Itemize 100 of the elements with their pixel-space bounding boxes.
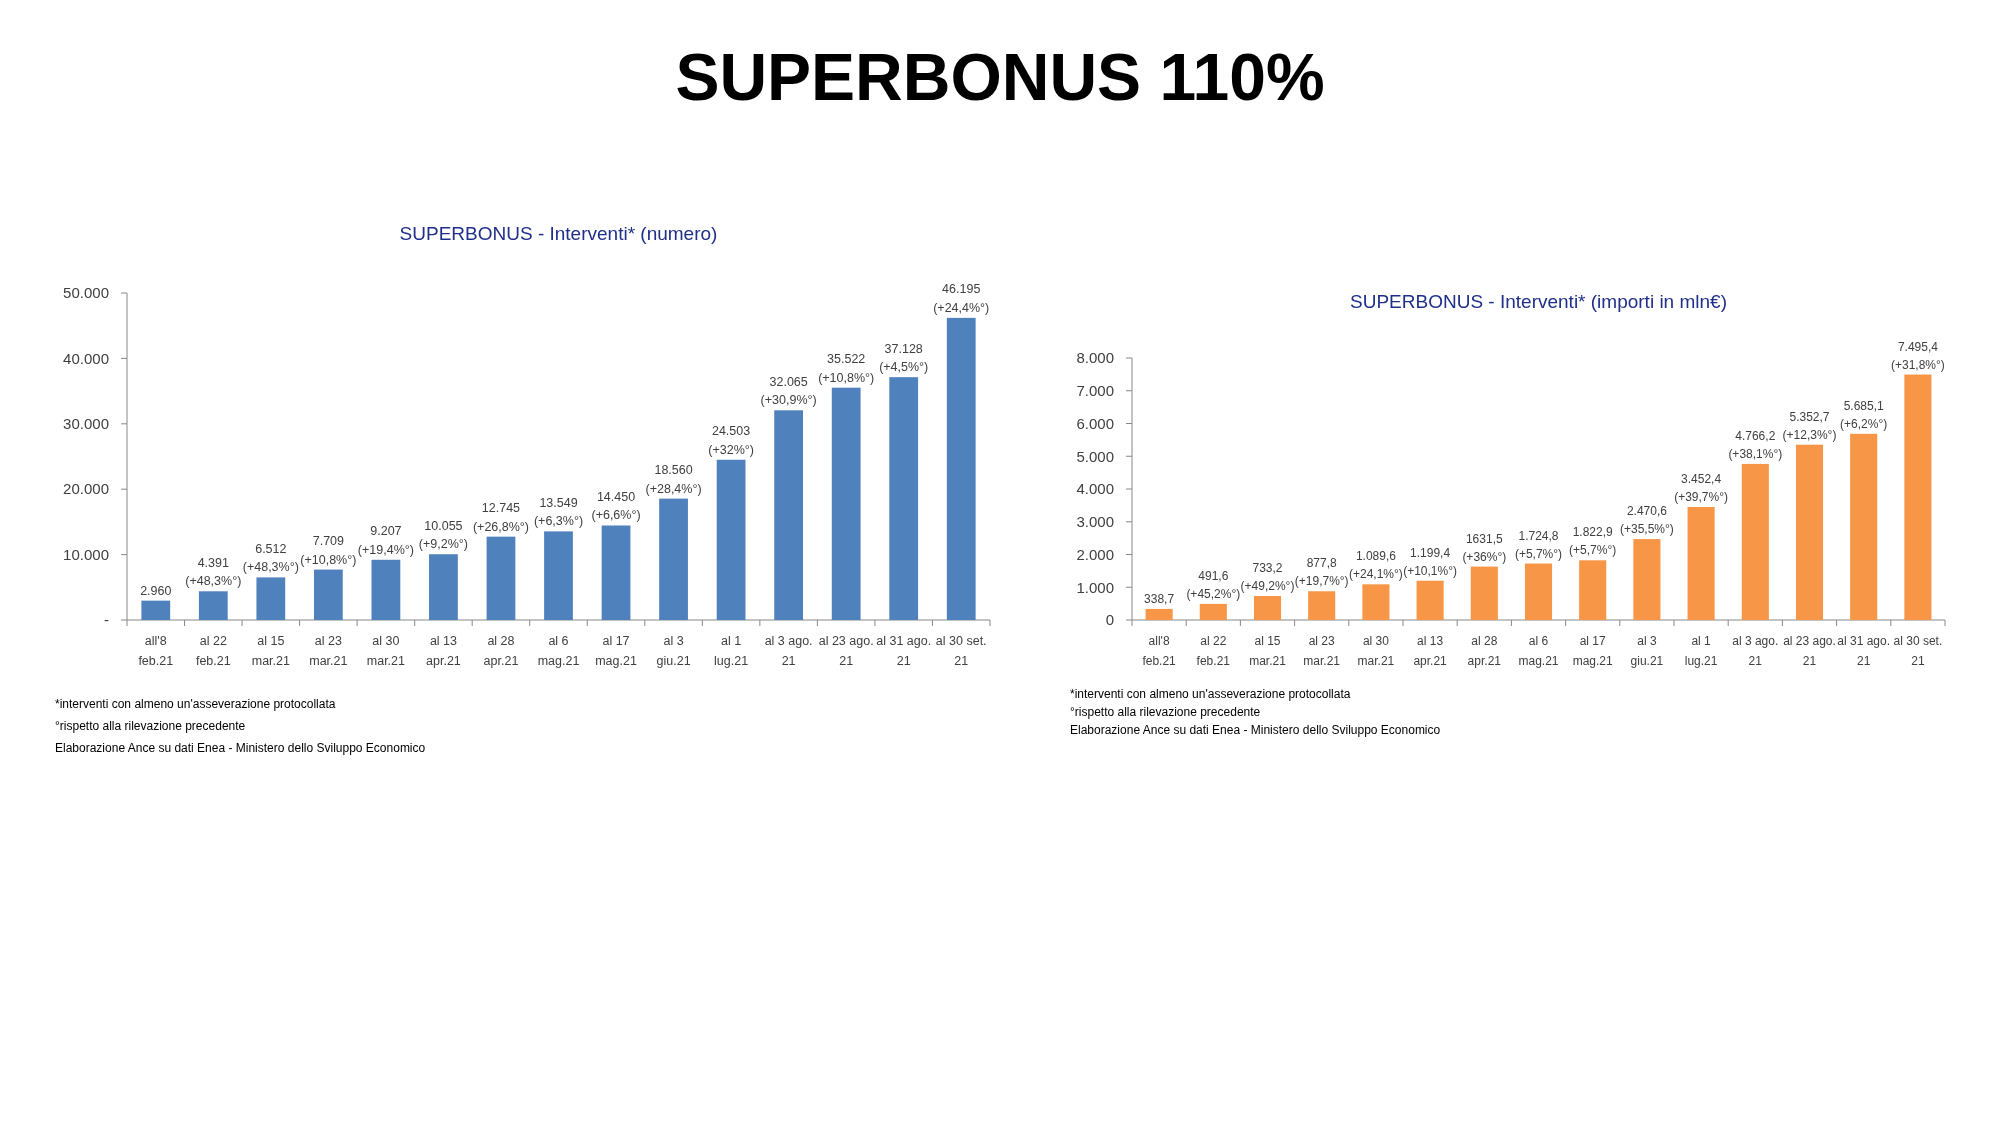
y-tick-label: 30.000 — [63, 415, 109, 433]
data-label: 14.450 (+6,6%°) — [591, 490, 641, 523]
x-tick-label: al 23 mar.21 — [309, 634, 348, 668]
x-tick-label: al 31 ago. 21 — [876, 634, 932, 668]
data-label: 13.549 (+6,3%°) — [533, 495, 584, 529]
x-tick-label: al 22 feb.21 — [195, 634, 231, 668]
text: SUPERBONUS 110% — [675, 40, 1325, 114]
text: °rispetto alla rilevazione precedente — [55, 719, 246, 733]
text: Elaborazione Ance su dati Enea - Ministero dello Sviluppo Economico — [55, 741, 426, 755]
bar — [1633, 539, 1661, 620]
x-tick-label: al 23 mar.21 — [1303, 634, 1341, 668]
data-label: 18.560 (+28,4%°) — [645, 463, 702, 496]
bar — [774, 410, 804, 620]
x-tick-label: al 17 mag.21 — [1572, 634, 1614, 668]
x-tick-label: al 23 ago. 21 — [818, 634, 874, 668]
x-tick-label: al 23 ago. 21 — [1783, 634, 1836, 668]
data-label: 733,2 (+49,2%°) — [1240, 560, 1295, 593]
bar — [1470, 566, 1498, 620]
bar — [313, 569, 343, 620]
data-label: 1631,5 (+36%°) — [1462, 531, 1507, 564]
x-tick-label: al 13 apr.21 — [1413, 634, 1448, 668]
chart-title: SUPERBONUS - Interventi* (numero) — [399, 223, 718, 244]
y-tick-label: - — [104, 611, 109, 629]
bar — [1904, 374, 1932, 620]
data-label: 491,6 (+45,2%°) — [1186, 568, 1241, 601]
bar — [1416, 580, 1444, 620]
x-tick-label: al 1 lug.21 — [1684, 634, 1718, 668]
bar — [1199, 603, 1227, 620]
bar — [1253, 595, 1282, 620]
text: °rispetto alla rilevazione precedente — [1070, 705, 1261, 719]
data-label: 5.685,1 (+6,2%°) — [1840, 398, 1888, 431]
bar — [1524, 563, 1553, 620]
bar — [601, 525, 631, 620]
y-tick-label: 50.000 — [63, 284, 109, 302]
data-label: 338,7 — [1144, 591, 1175, 606]
x-tick-label: al 30 set. 21 — [935, 634, 987, 668]
data-label: 4.391 (+48,3%°) — [185, 555, 242, 589]
data-label: 2.960 — [140, 583, 172, 598]
x-tick-label: al 6 mag.21 — [537, 634, 580, 668]
data-label: 37.128 (+4,5%°) — [879, 341, 929, 375]
data-label: 12.745 (+26,8%°) — [472, 501, 530, 534]
x-tick-label: al 15 mar.21 — [1249, 634, 1287, 668]
y-tick-label: 10.000 — [63, 545, 109, 563]
x-tick-label: al 17 mag.21 — [595, 634, 637, 668]
bar — [371, 559, 401, 620]
x-tick-label: al 30 mar.21 — [1357, 634, 1395, 668]
y-tick-label: 7.000 — [1076, 382, 1114, 399]
x-tick-label: al 30 mar.21 — [366, 634, 406, 668]
bar — [198, 591, 228, 620]
x-tick-label: al 22 feb.21 — [1196, 634, 1231, 668]
bar — [659, 498, 688, 620]
bar — [1362, 584, 1390, 620]
x-tick-label: al 13 apr.21 — [426, 634, 461, 668]
x-tick-label: al 15 mar.21 — [251, 634, 290, 668]
bar — [946, 317, 976, 620]
data-label: 7.709 (+10,8%°) — [300, 534, 357, 567]
data-label: 1.199,4 (+10,1%°) — [1403, 545, 1458, 578]
x-tick-label: al 28 apr.21 — [483, 634, 519, 668]
bar — [486, 536, 516, 620]
x-tick-label: al 30 set. 21 — [1893, 634, 1943, 668]
data-label: 5.352,7 (+12,3%°) — [1782, 409, 1837, 442]
bar — [1579, 560, 1607, 620]
y-tick-label: 20.000 — [63, 480, 109, 498]
y-tick-label: 0 — [1105, 611, 1114, 629]
x-tick-label: all'8 feb.21 — [1142, 634, 1177, 668]
bar — [1741, 463, 1769, 620]
y-tick-label: 5.000 — [1076, 447, 1114, 465]
y-tick-label: 3.000 — [1076, 513, 1114, 530]
y-tick-label: 1.000 — [1076, 578, 1114, 596]
data-label: 35.522 (+10,8%°) — [818, 352, 875, 385]
bar — [256, 577, 286, 620]
bar — [889, 377, 919, 620]
text: Elaborazione Ance su dati Enea - Ministero dello Sviluppo Economico — [1070, 723, 1441, 737]
bar — [1795, 444, 1824, 620]
data-label: 1.724,8 (+5,7%°) — [1514, 528, 1563, 561]
data-label: 9.207 (+19,4%°) — [357, 524, 414, 557]
bar — [544, 531, 573, 620]
text: *interventi con almeno un'asseverazione protocollata — [55, 697, 336, 711]
data-label: 46.195 (+24,4%°) — [933, 282, 990, 315]
bar — [831, 387, 861, 620]
data-label: 4.766,2 (+38,1%°) — [1728, 428, 1783, 461]
data-label: 10.055 (+9,2%°) — [418, 518, 468, 552]
data-label: 2.470,6 (+35,5%°) — [1619, 504, 1674, 537]
bar — [1308, 591, 1336, 620]
x-tick-label: al 3 ago. 21 — [1732, 634, 1779, 668]
data-label: 877,8 (+19,7%°) — [1294, 556, 1349, 589]
chart-title: SUPERBONUS - Interventi* (importi in mln€) — [1350, 291, 1727, 312]
data-label: 6.512 (+48,3%°) — [242, 541, 299, 575]
y-tick-label: 40.000 — [63, 349, 109, 367]
bar — [1687, 506, 1715, 620]
text: *interventi con almeno un'asseverazione protocollata — [1070, 687, 1351, 701]
data-label: 24.503 (+32%°) — [708, 424, 754, 457]
x-tick-label: al 28 apr.21 — [1467, 634, 1502, 668]
x-tick-label: al 1 lug.21 — [714, 634, 749, 668]
y-tick-label: 8.000 — [1076, 349, 1114, 367]
data-label: 32.065 (+30,9%°) — [760, 374, 817, 408]
y-tick-label: 6.000 — [1076, 414, 1114, 432]
y-tick-label: 4.000 — [1076, 480, 1114, 498]
x-tick-label: al 3 ago. 21 — [764, 634, 813, 668]
bar — [1145, 608, 1173, 620]
